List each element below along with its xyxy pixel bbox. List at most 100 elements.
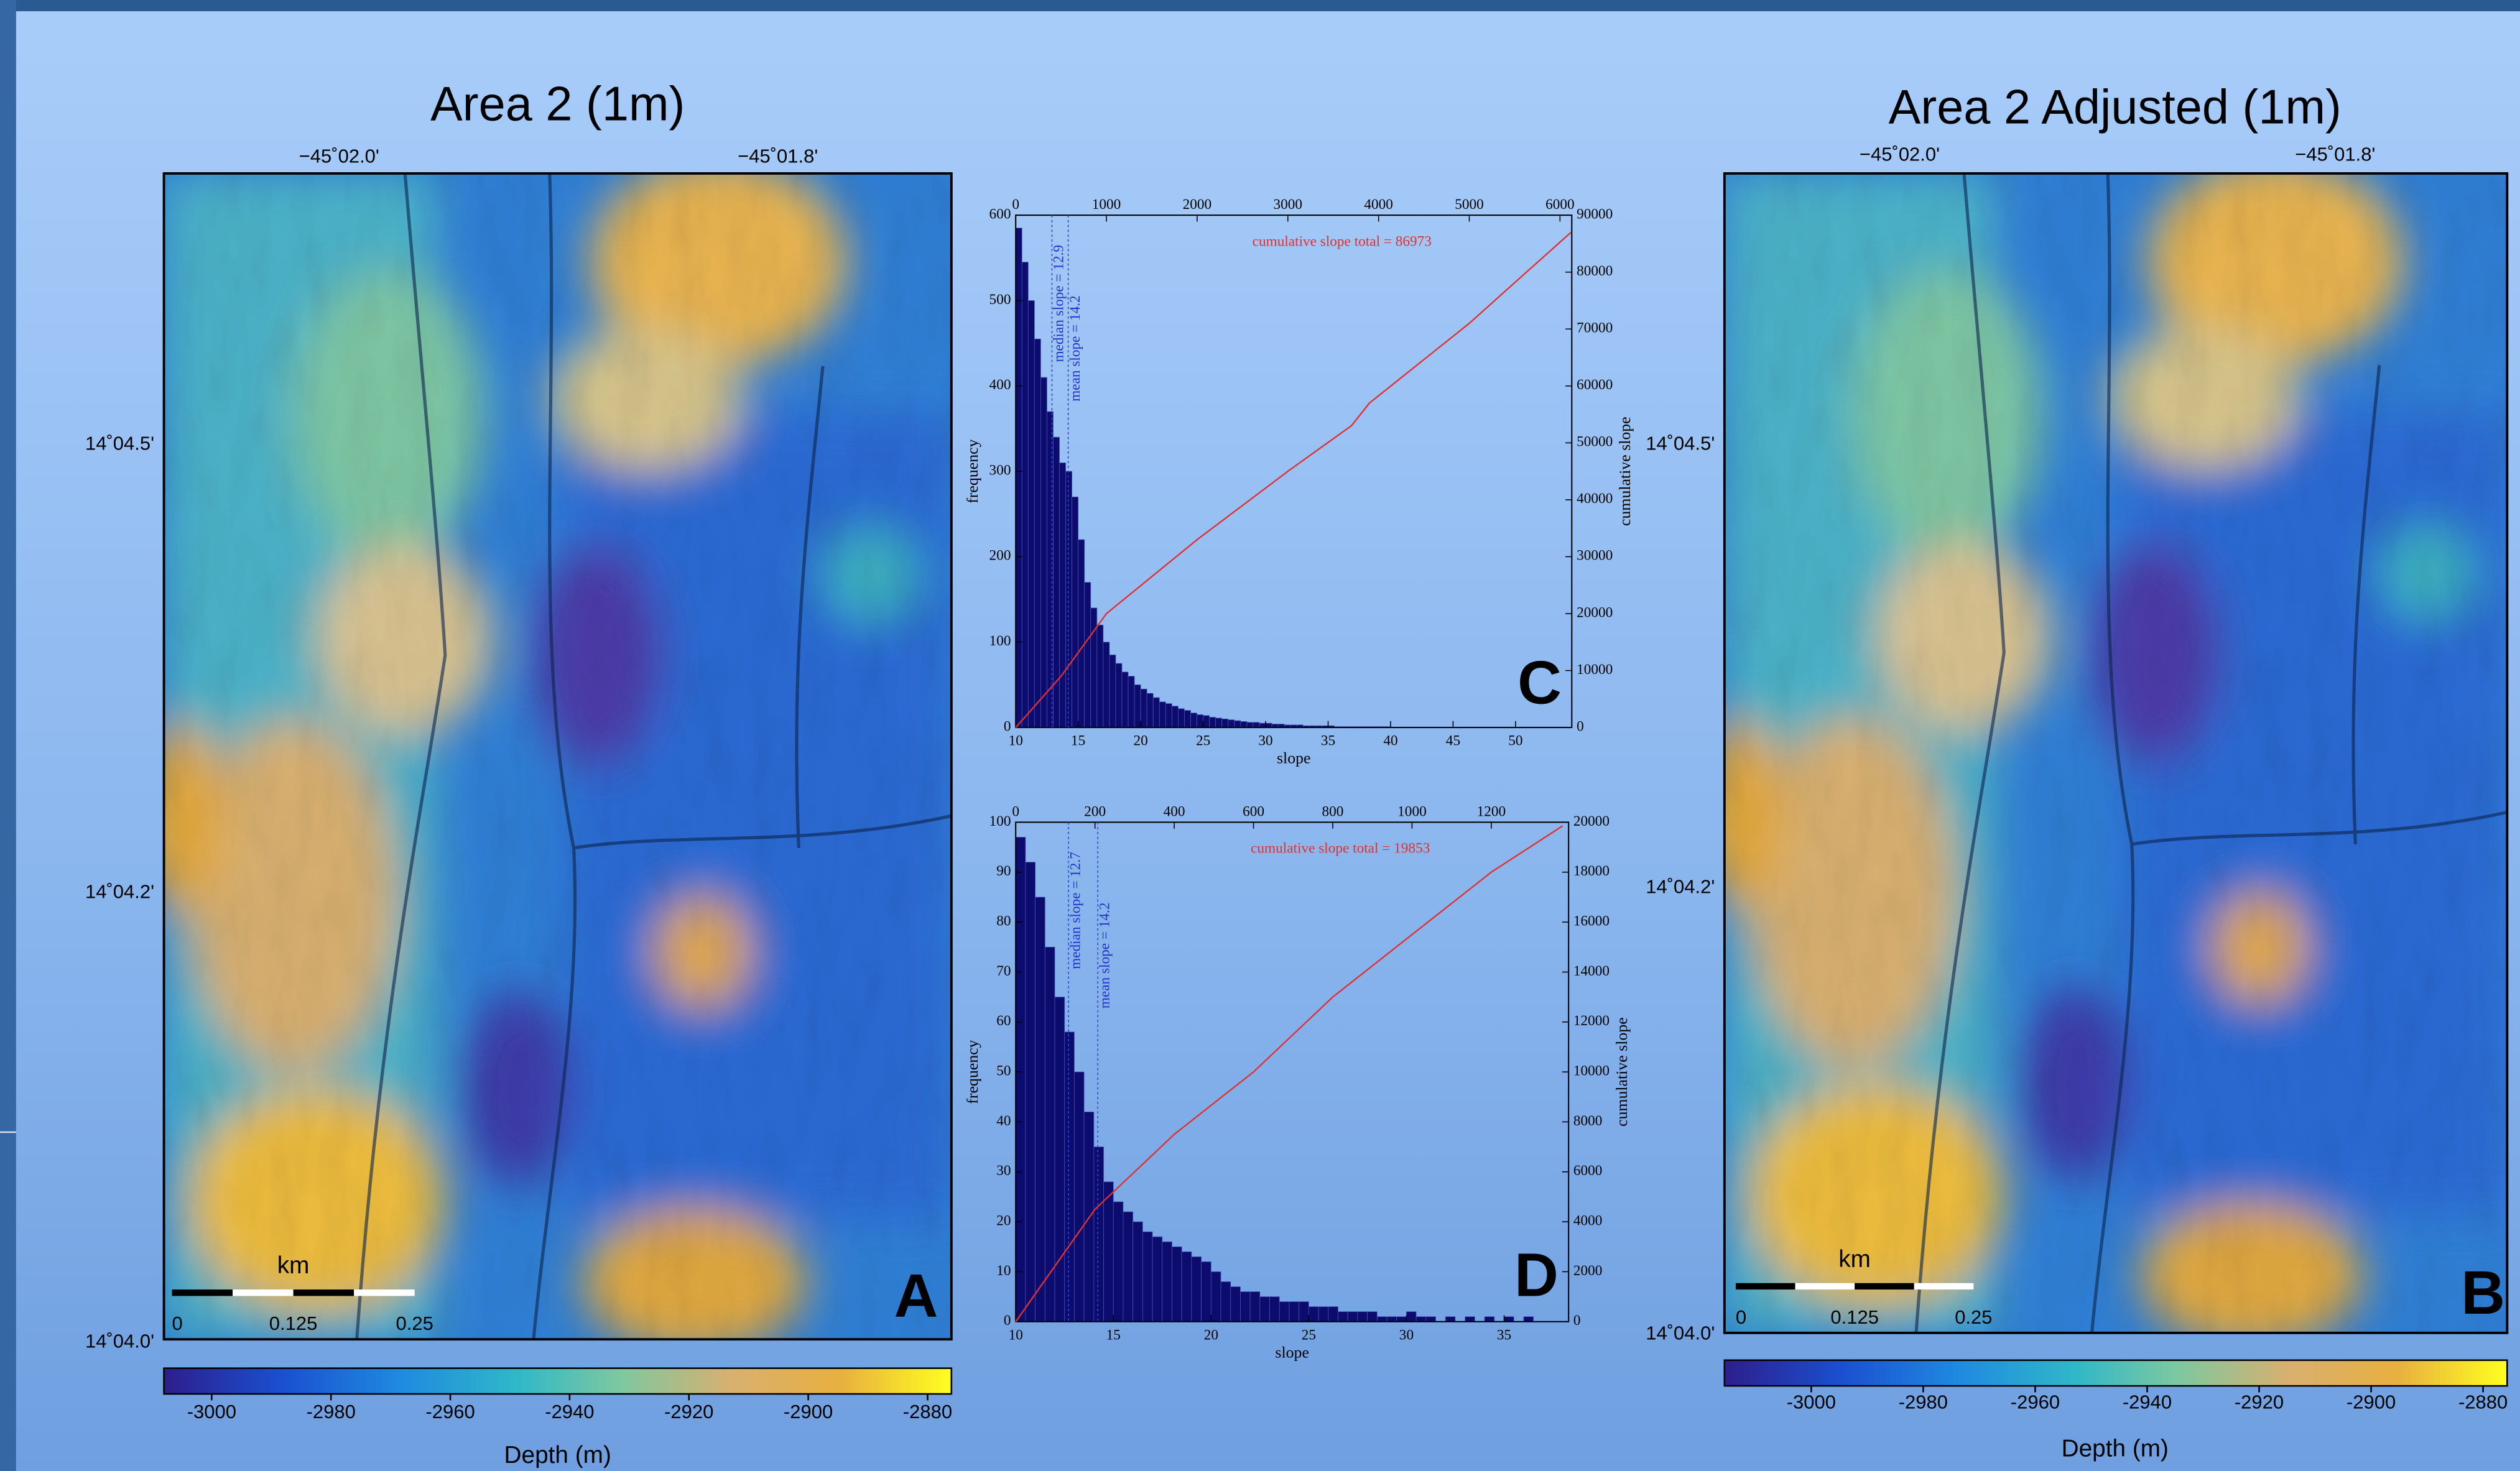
- y2-tick-label: 4000: [1573, 1212, 1603, 1229]
- bar: [1465, 1317, 1475, 1322]
- bar: [1147, 693, 1153, 727]
- bar: [1210, 717, 1216, 727]
- map-title: Area 2 (1m): [430, 78, 685, 131]
- bar: [1250, 1292, 1260, 1322]
- bar: [1097, 625, 1103, 727]
- panel-letter: A: [894, 1261, 938, 1330]
- scale-bar-unit: km: [277, 1252, 310, 1279]
- scale-bar-segment: [354, 1289, 415, 1296]
- bar: [1104, 1182, 1114, 1322]
- y2-tick-label: 80000: [1577, 263, 1613, 279]
- x-tick-label: 20: [1204, 1327, 1218, 1343]
- x-tick-label: 50: [1508, 733, 1522, 749]
- stat-label: mean slope = 14.2: [1096, 903, 1113, 1009]
- bar: [1172, 706, 1178, 727]
- x2-tick-label: 0: [1012, 196, 1019, 213]
- bar: [1197, 714, 1203, 727]
- colorbar-tick-label: -2980: [1899, 1391, 1948, 1413]
- panel-letter: D: [1514, 1241, 1559, 1309]
- y2-tick-label: 40000: [1577, 491, 1613, 507]
- colorbar-tick-label: -2960: [2011, 1391, 2060, 1413]
- scale-bar-segment: [172, 1289, 233, 1296]
- bar: [1045, 947, 1055, 1321]
- bar: [1133, 1222, 1143, 1322]
- y2-tick-label: 20000: [1577, 604, 1613, 620]
- x2-tick-label: 1000: [1397, 803, 1427, 819]
- colorbar-tick-label: -2980: [307, 1401, 356, 1423]
- x-axis-label: slope: [1277, 749, 1311, 767]
- y-tick-label: 10: [996, 1263, 1011, 1279]
- scale-bar-label: 0: [172, 1312, 183, 1334]
- y-tick-label: 50: [996, 1063, 1011, 1079]
- left-band: [0, 0, 16, 1471]
- y2-tick-label: 90000: [1577, 206, 1613, 222]
- x2-tick-label: 600: [1243, 803, 1264, 819]
- x2-tick-label: 6000: [1545, 196, 1575, 213]
- map-image: [140, 157, 952, 1353]
- bar: [1318, 1307, 1328, 1322]
- x2-tick-label: 5000: [1455, 196, 1484, 213]
- bar: [1192, 1257, 1202, 1321]
- x-tick-label: 15: [1106, 1327, 1121, 1343]
- map-title: Area 2 Adjusted (1m): [1889, 81, 2342, 134]
- bar: [1270, 1297, 1280, 1322]
- bar: [1406, 1312, 1416, 1322]
- colorbar-tick-label: -2920: [2235, 1391, 2284, 1413]
- bar: [1172, 1247, 1182, 1321]
- y2-axis-label: cumulative slope: [1613, 1017, 1631, 1127]
- bar: [1162, 1242, 1172, 1322]
- y2-tick-label: 50000: [1577, 434, 1613, 450]
- bar: [1279, 1302, 1289, 1322]
- x-tick-label: 20: [1134, 733, 1148, 749]
- scale-bar-segment: [1914, 1283, 1974, 1289]
- bar: [1202, 1261, 1211, 1321]
- colorbar-tick-label: -2940: [2123, 1391, 2172, 1413]
- bar: [1085, 583, 1091, 727]
- bar: [1387, 1317, 1397, 1322]
- x2-tick-label: 3000: [1274, 196, 1303, 213]
- y-tick-label: 600: [989, 206, 1011, 222]
- scale-bar-label: 0.125: [269, 1312, 318, 1334]
- y-tick-label: 500: [989, 292, 1011, 308]
- colorbar: [164, 1368, 952, 1394]
- bar: [1091, 608, 1097, 727]
- x2-tick-label: 2000: [1183, 196, 1212, 213]
- bar: [1028, 300, 1034, 727]
- y2-tick-label: 60000: [1577, 377, 1613, 393]
- bar: [1289, 1302, 1299, 1322]
- colorbar-tick-label: -2880: [903, 1401, 952, 1423]
- bar: [1328, 1307, 1338, 1322]
- y2-tick-label: 30000: [1577, 548, 1613, 564]
- bar: [1055, 997, 1065, 1322]
- y-tick-label: 30: [996, 1163, 1011, 1179]
- bar: [1116, 663, 1122, 727]
- y-tick-label: 70: [996, 963, 1011, 979]
- x-tick-label: 30: [1258, 733, 1272, 749]
- y2-tick-label: 18000: [1573, 863, 1610, 879]
- x2-tick-label: 200: [1084, 803, 1106, 819]
- y2-tick-label: 20000: [1573, 813, 1610, 829]
- bar: [1159, 702, 1165, 727]
- y2-tick-label: 0: [1577, 718, 1584, 734]
- lat-label: 14˚04.5': [1646, 433, 1715, 454]
- bar: [1253, 722, 1259, 727]
- bar: [1016, 837, 1026, 1322]
- y2-tick-label: 2000: [1573, 1263, 1603, 1279]
- x-tick-label: 45: [1446, 733, 1460, 749]
- x-tick-label: 25: [1302, 1327, 1316, 1343]
- panel-letter: B: [2461, 1258, 2505, 1327]
- y2-tick-label: 0: [1573, 1312, 1581, 1329]
- colorbar: [1725, 1360, 2507, 1386]
- bar: [1016, 228, 1022, 727]
- lon-label: −45˚01.8': [738, 145, 818, 167]
- x2-tick-label: 1200: [1477, 803, 1506, 819]
- scale-bar-segment: [1736, 1283, 1795, 1289]
- x-tick-label: 35: [1497, 1327, 1511, 1343]
- x2-tick-label: 400: [1164, 803, 1185, 819]
- x-tick-label: 35: [1321, 733, 1335, 749]
- bar: [1026, 862, 1035, 1322]
- bar: [1103, 642, 1109, 727]
- bar: [1309, 1307, 1318, 1322]
- y-tick-label: 20: [996, 1212, 1011, 1229]
- y2-tick-label: 10000: [1577, 662, 1613, 678]
